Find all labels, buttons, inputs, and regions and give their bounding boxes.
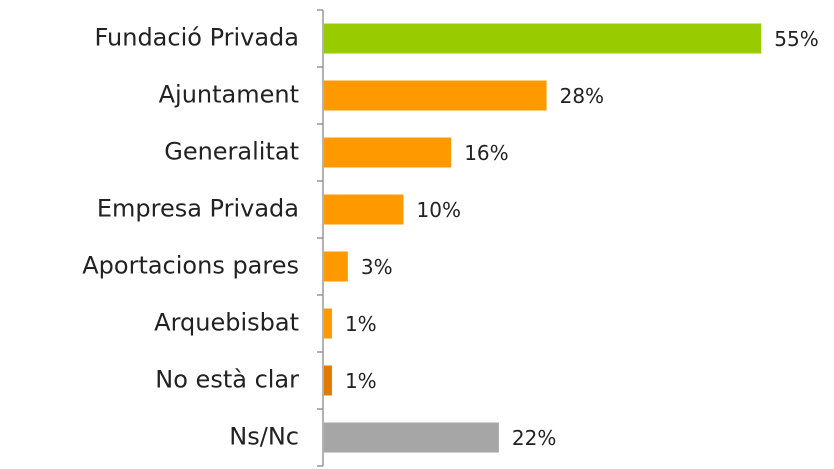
category-label: Arquebisbat: [154, 309, 299, 337]
bar: [324, 80, 547, 111]
value-label: 10%: [417, 198, 461, 222]
bar: [324, 251, 348, 282]
category-label: Aportacions pares: [82, 252, 299, 280]
value-label: 55%: [774, 27, 818, 51]
bar: [324, 194, 404, 225]
category-label: Fundació Privada: [95, 24, 299, 52]
bar: [324, 137, 452, 168]
bar: [324, 23, 762, 54]
category-label: Ajuntament: [159, 81, 299, 109]
value-label: 1%: [345, 312, 377, 336]
category-label: Generalitat: [164, 138, 299, 166]
bar: [324, 308, 332, 339]
value-label: 1%: [345, 369, 377, 393]
category-label: Empresa Privada: [97, 195, 299, 223]
bar: [324, 365, 332, 396]
bar: [324, 422, 499, 453]
category-label: Ns/Nc: [229, 423, 299, 451]
value-label: 28%: [560, 84, 604, 108]
value-label: 16%: [464, 141, 508, 165]
category-label: No està clar: [155, 366, 299, 394]
value-label: 3%: [361, 255, 393, 279]
value-label: 22%: [512, 426, 556, 450]
